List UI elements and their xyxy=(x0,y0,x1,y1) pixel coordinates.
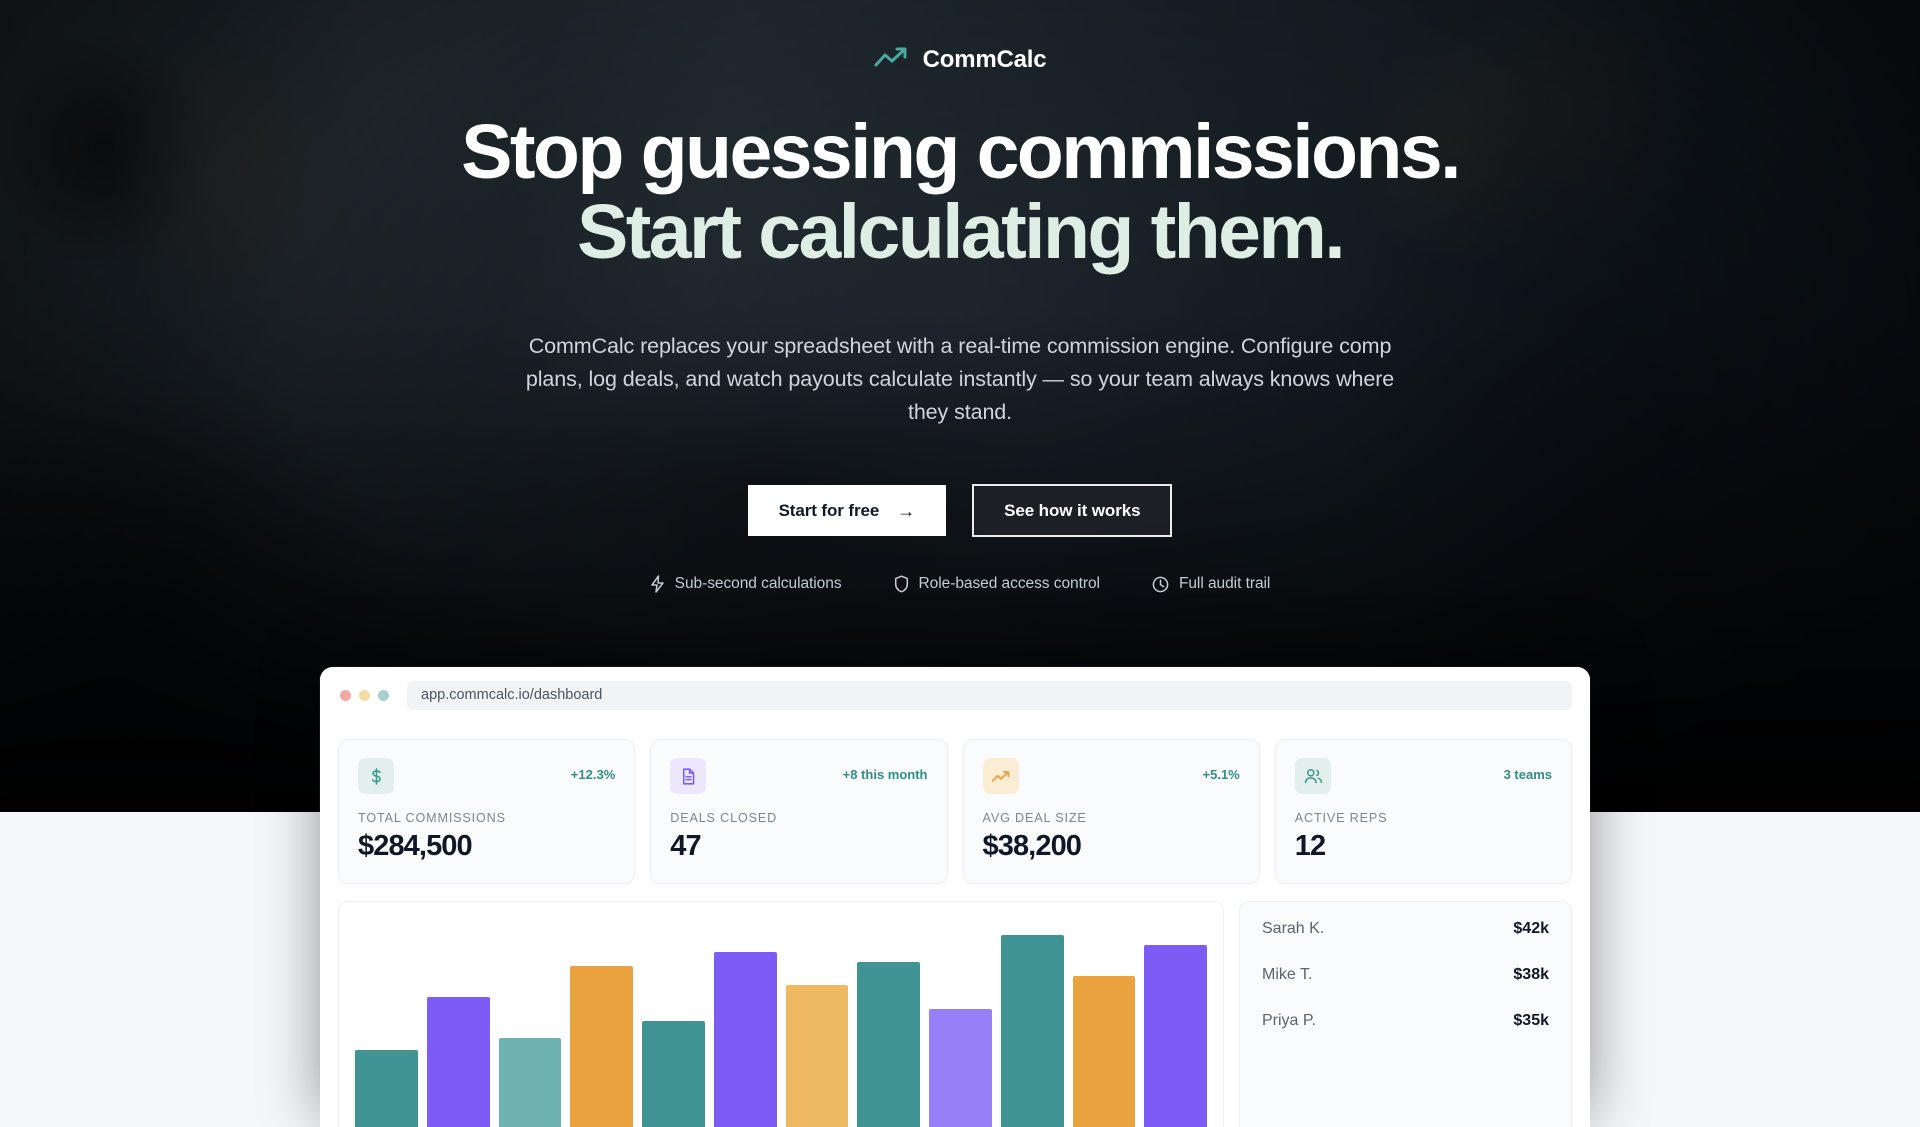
page-title: Stop guessing commissions. Start calcula… xyxy=(260,112,1660,272)
cta-group: Start for free → See how it works xyxy=(0,484,1920,537)
headline-line-2: Start calculating them. xyxy=(260,192,1660,272)
stat-card-row: +12.3% TOTAL COMMISSIONS $284,500 +8 thi… xyxy=(338,739,1572,884)
url-bar[interactable]: app.commcalc.io/dashboard xyxy=(407,681,1572,710)
dollar-icon xyxy=(358,758,394,794)
hero-subcopy: CommCalc replaces your spreadsheet with … xyxy=(520,330,1400,429)
stat-label: TOTAL COMMISSIONS xyxy=(358,811,615,825)
stat-value: $38,200 xyxy=(983,830,1240,863)
stat-label: AVG DEAL SIZE xyxy=(983,811,1240,825)
lightning-bolt-icon xyxy=(650,575,665,593)
start-for-free-button[interactable]: Start for free → xyxy=(748,485,947,536)
chart-bar xyxy=(714,952,777,1127)
chart-bar xyxy=(786,985,849,1127)
badge-sub-second-calculations: Sub-second calculations xyxy=(650,575,842,593)
arrow-right-icon: → xyxy=(897,502,915,520)
stat-card-active-reps[interactable]: 3 teams ACTIVE REPS 12 xyxy=(1275,739,1572,884)
headline-line-1: Stop guessing commissions. xyxy=(461,109,1459,195)
chart-bar xyxy=(857,962,920,1127)
brand-logo[interactable]: CommCalc xyxy=(0,45,1920,74)
chart-bar xyxy=(427,997,490,1127)
see-how-it-works-label: See how it works xyxy=(1004,501,1140,521)
close-dot-icon[interactable] xyxy=(340,690,351,701)
chart-bar xyxy=(642,1021,705,1127)
see-how-it-works-button[interactable]: See how it works xyxy=(972,484,1172,537)
maximize-dot-icon[interactable] xyxy=(378,690,389,701)
brand-name: CommCalc xyxy=(923,46,1047,74)
stat-value: 12 xyxy=(1295,830,1552,863)
commissions-bar-chart xyxy=(338,901,1224,1127)
stat-card-deals-closed[interactable]: +8 this month DEALS CLOSED 47 xyxy=(650,739,947,884)
shield-icon xyxy=(894,575,909,593)
feature-badge-list: Sub-second calculations Role-based acces… xyxy=(0,575,1920,593)
list-item[interactable]: Mike T. $38k xyxy=(1262,952,1549,998)
rep-value: $42k xyxy=(1513,920,1549,938)
chart-bar xyxy=(1144,945,1207,1127)
browser-chrome-bar: app.commcalc.io/dashboard xyxy=(320,667,1590,723)
rep-name: Priya P. xyxy=(1262,1012,1316,1030)
badge-role-based-access-control: Role-based access control xyxy=(894,575,1100,593)
badge-full-audit-trail: Full audit trail xyxy=(1152,575,1270,593)
trending-up-icon xyxy=(874,45,910,74)
trending-up-icon xyxy=(983,758,1019,794)
list-item[interactable]: Sarah K. $42k xyxy=(1262,906,1549,952)
chart-bar xyxy=(929,1009,992,1127)
chart-bar xyxy=(570,966,633,1127)
chart-bar xyxy=(499,1038,562,1127)
dashboard-body: +12.3% TOTAL COMMISSIONS $284,500 +8 thi… xyxy=(320,723,1590,1127)
url-text: app.commcalc.io/dashboard xyxy=(421,687,602,703)
stat-value: $284,500 xyxy=(358,830,615,863)
users-icon xyxy=(1295,758,1331,794)
rep-name: Sarah K. xyxy=(1262,920,1324,938)
badge-label: Full audit trail xyxy=(1179,575,1270,593)
stat-delta: 3 teams xyxy=(1504,758,1552,782)
dashboard-lower-row: Sarah K. $42k Mike T. $38k Priya P. $35k xyxy=(338,901,1572,1127)
stat-card-avg-deal-size[interactable]: +5.1% AVG DEAL SIZE $38,200 xyxy=(963,739,1260,884)
browser-mockup: app.commcalc.io/dashboard +12.3% TOTAL C… xyxy=(320,667,1590,1127)
clock-icon xyxy=(1152,576,1169,593)
document-icon xyxy=(670,758,706,794)
rep-name: Mike T. xyxy=(1262,966,1312,984)
minimize-dot-icon[interactable] xyxy=(359,690,370,701)
stat-delta: +12.3% xyxy=(571,758,615,782)
rep-leaderboard: Sarah K. $42k Mike T. $38k Priya P. $35k xyxy=(1239,901,1572,1127)
chart-bar xyxy=(1073,976,1136,1127)
stat-value: 47 xyxy=(670,830,927,863)
stat-delta: +5.1% xyxy=(1203,758,1240,782)
chart-bar xyxy=(355,1050,418,1127)
chart-bar xyxy=(1001,935,1064,1127)
window-controls xyxy=(340,690,389,701)
stat-label: ACTIVE REPS xyxy=(1295,811,1552,825)
start-for-free-label: Start for free xyxy=(779,501,880,521)
rep-value: $35k xyxy=(1513,1012,1549,1030)
stat-card-total-commissions[interactable]: +12.3% TOTAL COMMISSIONS $284,500 xyxy=(338,739,635,884)
badge-label: Sub-second calculations xyxy=(675,575,842,593)
list-item[interactable]: Priya P. $35k xyxy=(1262,998,1549,1044)
stat-label: DEALS CLOSED xyxy=(670,811,927,825)
badge-label: Role-based access control xyxy=(919,575,1100,593)
stat-delta: +8 this month xyxy=(843,758,928,782)
rep-value: $38k xyxy=(1513,966,1549,984)
